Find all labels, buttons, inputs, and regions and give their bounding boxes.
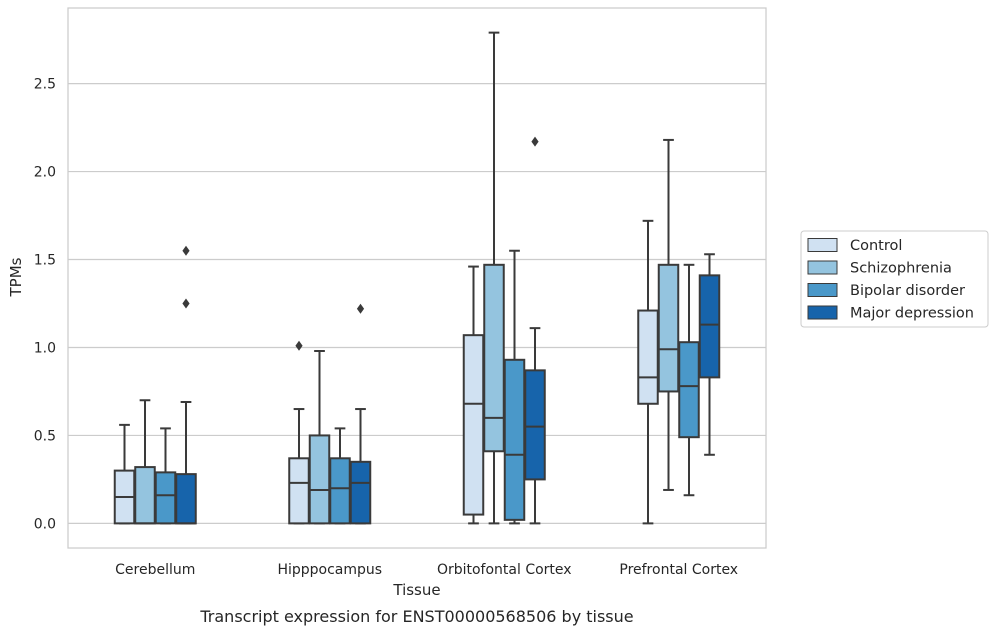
y-axis-label: TPMs <box>7 257 25 297</box>
box-iqr <box>134 466 156 525</box>
outlier-point <box>356 303 365 314</box>
box-2-2 <box>503 249 526 525</box>
outlier-point <box>295 340 303 351</box>
y-axis-ticks: 0.0 0.5 1.0 1.5 2.0 2.5 <box>34 77 56 533</box>
box-iqr <box>657 263 680 393</box>
legend-swatch-0 <box>807 238 838 252</box>
y-tick-label: 0.0 <box>34 516 56 532</box>
box-iqr <box>678 341 700 439</box>
box-0-0 <box>113 423 136 525</box>
x-tick-label: Hipppocampus <box>277 562 382 578</box>
plot-area-frame <box>67 7 767 549</box>
box-1-0 <box>288 340 310 525</box>
box-2-3 <box>524 136 546 525</box>
box-1-3 <box>349 303 372 525</box>
box-3-0 <box>637 219 659 525</box>
outlier-point <box>182 298 190 309</box>
x-tick-label: Prefrontal Cortex <box>619 562 738 578</box>
x-axis-ticks: Cerebellum Hipppocampus Orbitofontal Corte… <box>115 562 738 578</box>
outlier-point <box>182 245 190 256</box>
legend: Control Schizophrenia Bipolar disorder Majo… <box>800 230 989 328</box>
outlier-point <box>531 136 539 147</box>
box-1-2 <box>329 427 351 525</box>
box-1-1 <box>308 349 331 525</box>
chart-caption: Transcript expression for ENST0000056850… <box>199 607 633 626</box>
y-tick-label: 1.5 <box>34 253 56 269</box>
box-iqr <box>288 457 310 525</box>
legend-label-1: Schizophrenia <box>850 261 952 277</box>
box-iqr <box>175 473 197 525</box>
x-tick-label: Orbitofontal Cortex <box>437 562 572 578</box>
box-iqr <box>349 460 372 525</box>
legend-label-2: Bipolar disorder <box>850 283 965 299</box>
box-iqr <box>503 358 526 521</box>
box-2-0 <box>462 265 485 525</box>
box-iqr <box>154 471 177 525</box>
legend-swatch-1 <box>807 260 838 275</box>
box-3-2 <box>678 263 700 497</box>
legend-label-0: Control <box>850 238 902 254</box>
box-iqr <box>637 309 659 405</box>
legend-swatch-3 <box>807 305 838 320</box>
box-0-3 <box>175 245 197 525</box>
x-tick-label: Cerebellum <box>115 562 195 578</box>
legend-frame <box>800 230 989 328</box>
y-tick-label: 2.0 <box>34 165 56 181</box>
box-0-1 <box>134 399 156 525</box>
box-iqr <box>524 369 546 481</box>
box-3-3 <box>698 253 721 456</box>
y-tick-label: 2.5 <box>34 77 56 93</box>
legend-label-3: Major depression <box>850 306 974 322</box>
box-0-2 <box>154 427 177 525</box>
box-iqr <box>483 263 505 453</box>
box-iqr <box>329 457 351 525</box>
box-groups <box>113 31 721 525</box>
box-iqr <box>462 334 485 516</box>
legend-swatch-2 <box>807 283 838 297</box>
x-axis-label: Tissue <box>392 581 440 599</box>
box-iqr <box>698 274 721 379</box>
box-3-1 <box>657 138 680 491</box>
box-iqr <box>308 434 331 525</box>
y-tick-label: 0.5 <box>34 428 56 444</box>
box-2-1 <box>483 31 505 525</box>
y-tick-label: 1.0 <box>34 340 56 356</box>
